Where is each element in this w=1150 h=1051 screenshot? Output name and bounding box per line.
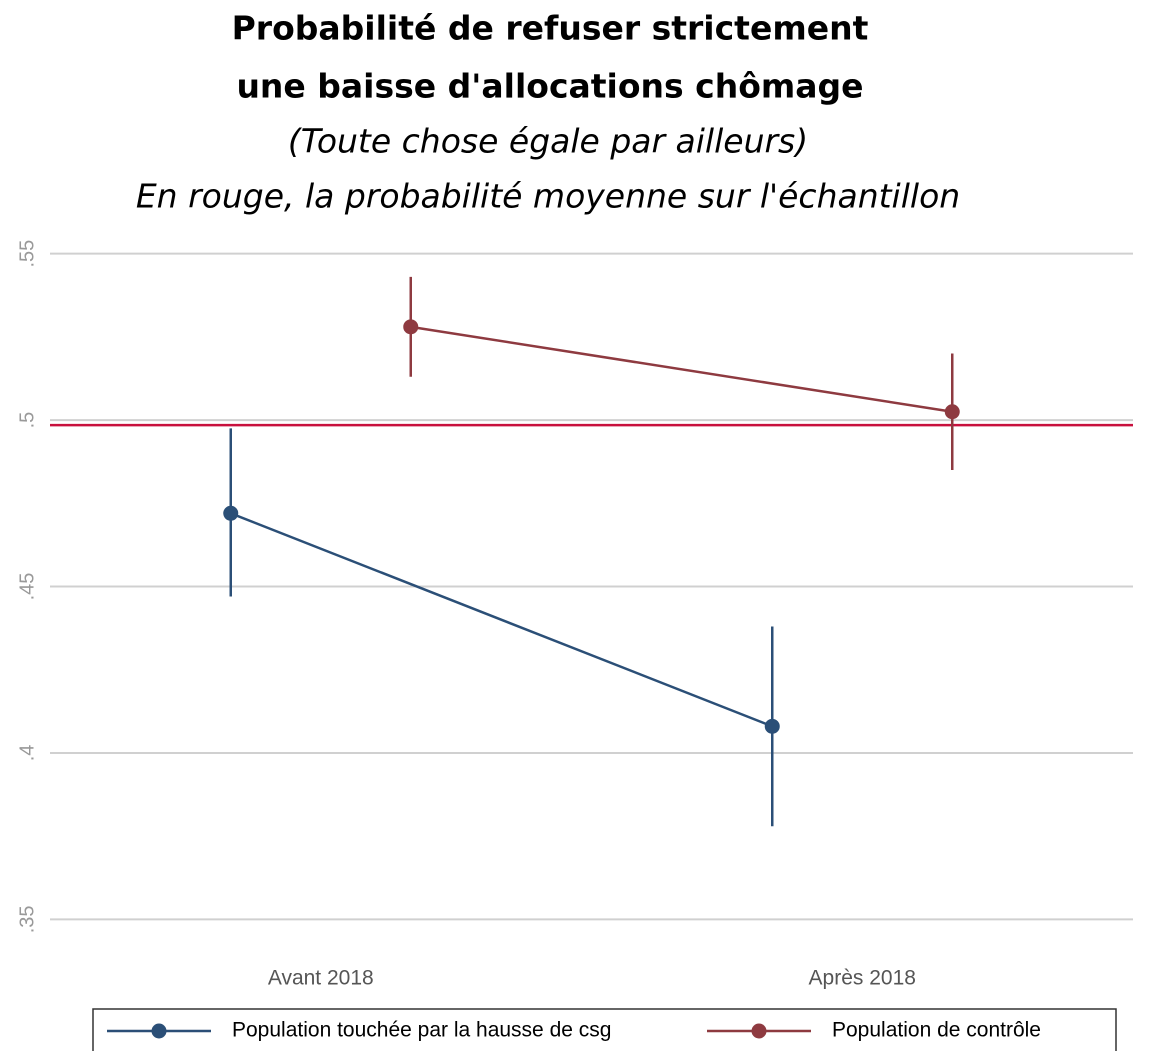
chart-title: une baisse d'allocations chômage: [236, 67, 863, 106]
legend-label: Population touchée par la hausse de csg: [232, 1019, 611, 1042]
point: [403, 319, 419, 335]
y-tick-label: .45: [16, 573, 38, 601]
chart-title: Probabilité de refuser strictement: [232, 9, 869, 48]
point: [223, 505, 239, 521]
x-tick-label: Avant 2018: [268, 967, 374, 990]
y-tick-label: .5: [16, 412, 38, 429]
legend-marker: [751, 1023, 767, 1039]
chart-subtitle: En rouge, la probabilité moyenne sur l'é…: [136, 177, 960, 216]
series-line: [230, 512, 773, 728]
point: [764, 718, 780, 734]
point: [944, 404, 960, 420]
legend-marker: [151, 1023, 167, 1039]
y-tick-label: .55: [16, 240, 38, 268]
x-tick-label: Après 2018: [809, 967, 916, 990]
series-line: [410, 325, 953, 413]
y-tick-label: .4: [16, 745, 38, 762]
legend-box: [92, 1008, 1117, 1051]
legend-label: Population de contrôle: [832, 1019, 1041, 1042]
y-tick-label: .35: [16, 905, 38, 933]
chart-subtitle: (Toute chose égale par ailleurs): [288, 122, 808, 161]
